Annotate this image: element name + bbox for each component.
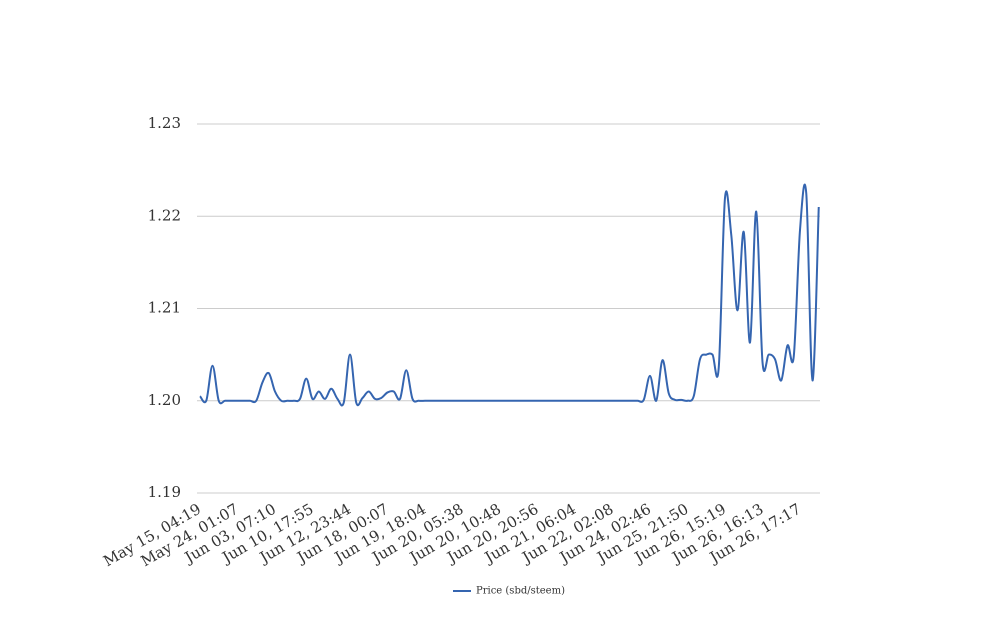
y-tick-label: 1.19 (148, 483, 181, 501)
y-tick-label: 1.21 (148, 299, 181, 317)
y-tick-label: 1.22 (148, 206, 181, 224)
y-tick-label: 1.23 (148, 114, 181, 132)
price-line (199, 183, 820, 407)
y-tick-label: 1.20 (148, 391, 181, 409)
legend-label: Price (sbd/steem) (476, 586, 565, 597)
